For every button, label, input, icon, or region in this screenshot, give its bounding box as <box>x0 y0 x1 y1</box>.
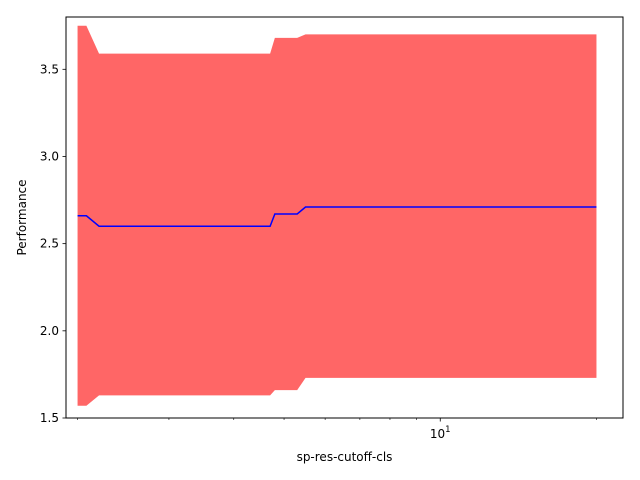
plot-area <box>77 25 597 406</box>
y-tick-label: 1.5 <box>40 411 59 425</box>
y-tick-label: 2.5 <box>40 237 59 251</box>
band-series-0 <box>77 25 597 406</box>
y-axis-label: Performance <box>15 179 29 255</box>
ticks: 1.5 2.0 2.5 3.0 3.5 101 <box>40 62 597 441</box>
y-tick-label: 3.5 <box>40 62 59 76</box>
axes-frame <box>65 16 624 419</box>
x-axis-label: sp-res-cutoff-cls <box>297 450 393 464</box>
line-series-0 <box>77 206 597 227</box>
y-tick-label: 3.0 <box>40 149 59 163</box>
y-tick-label: 2.0 <box>40 324 59 338</box>
x-tick-label: 101 <box>430 425 451 441</box>
